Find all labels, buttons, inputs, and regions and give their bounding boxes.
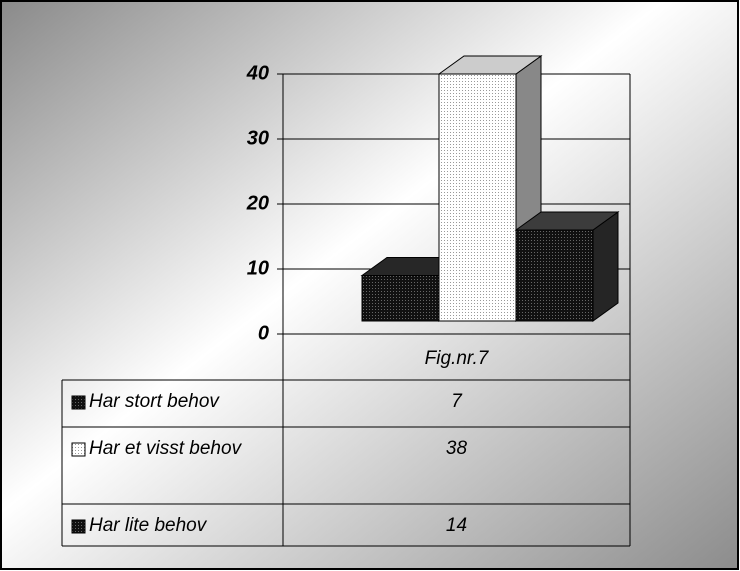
legend-swatch <box>71 395 86 410</box>
legend-swatch <box>71 519 86 534</box>
y-tick-label: 40 <box>246 62 269 84</box>
data-label: 38 <box>446 438 468 459</box>
legend-label: Har stort behov <box>89 391 219 412</box>
legend-label-box: Har lite behov <box>89 515 207 536</box>
bar <box>361 275 440 322</box>
legend-label: Har lite behov <box>89 515 207 536</box>
data-label: 14 <box>446 515 467 536</box>
y-tick-label: 30 <box>247 127 269 149</box>
bar-side <box>592 211 619 322</box>
legend-swatch <box>71 442 86 457</box>
legend-label-box: Har et visst behov <box>89 438 242 459</box>
y-tick-label: 20 <box>246 192 269 214</box>
bar <box>438 73 517 322</box>
legend-label-box: Har stort behov <box>89 391 219 412</box>
data-label: 7 <box>451 391 463 412</box>
y-tick-label: 0 <box>258 322 269 344</box>
bar <box>515 229 594 322</box>
y-tick-label: 10 <box>247 257 269 279</box>
legend-label: Har et visst behov <box>89 438 242 459</box>
category-label: Fig.nr.7 <box>425 348 490 369</box>
